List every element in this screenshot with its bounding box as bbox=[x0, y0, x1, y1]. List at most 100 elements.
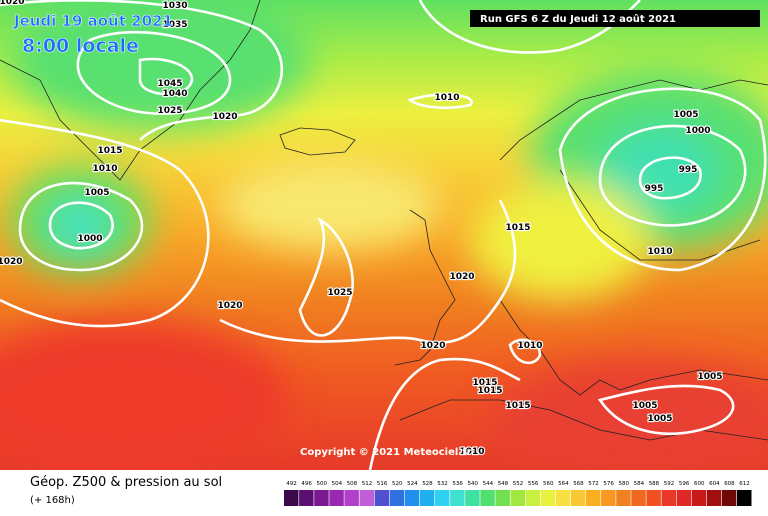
colorbar-label: 564 bbox=[558, 481, 569, 487]
isobar-label: 1035 bbox=[162, 20, 187, 30]
colorbar-label: 572 bbox=[588, 481, 599, 487]
run-info: Run GFS 6 Z du Jeudi 12 août 2021 bbox=[480, 13, 676, 25]
colorbar-swatch bbox=[555, 490, 571, 506]
colorbar-label: 596 bbox=[679, 481, 690, 487]
colorbar-swatch bbox=[706, 490, 722, 506]
isobar-label: 1005 bbox=[632, 401, 657, 411]
isobar-label: 995 bbox=[679, 165, 698, 175]
isobar-label: 1025 bbox=[327, 288, 352, 298]
colorbar-label: 532 bbox=[437, 481, 448, 487]
isobar-label: 1030 bbox=[162, 1, 187, 11]
colorbar-label: 504 bbox=[332, 481, 343, 487]
colorbar-label: 508 bbox=[347, 481, 358, 487]
colorbar-swatch bbox=[435, 490, 450, 506]
isobar-label: 1020 bbox=[0, 0, 25, 7]
colorbar-swatch bbox=[314, 490, 329, 506]
isobar-label: 1020 bbox=[217, 301, 242, 311]
isobar-label: 1015 bbox=[97, 146, 122, 156]
colorbar-label: 528 bbox=[422, 481, 433, 487]
isobar-label: 995 bbox=[645, 184, 664, 194]
colorbar-swatch bbox=[344, 490, 359, 506]
colorbar-label: 604 bbox=[709, 481, 720, 487]
colorbar-swatch bbox=[631, 490, 646, 506]
colorbar-label: 560 bbox=[543, 481, 554, 487]
isobar-label: 1000 bbox=[685, 126, 710, 136]
colorbar-label: 500 bbox=[317, 481, 328, 487]
colorbar-swatch bbox=[691, 490, 707, 506]
colorbar-label: 584 bbox=[634, 481, 645, 487]
geopotential-field bbox=[0, 0, 768, 480]
isobar-label: 1005 bbox=[84, 188, 109, 198]
colorbar-label: 556 bbox=[528, 481, 539, 487]
isobar-label: 1010 bbox=[647, 247, 672, 257]
colorbar-label: 612 bbox=[739, 481, 750, 487]
colorbar-swatch bbox=[419, 490, 435, 506]
isobar-label: 1015 bbox=[505, 223, 530, 233]
colorbar-swatch bbox=[540, 490, 556, 506]
colorbar-label: 516 bbox=[377, 481, 388, 487]
colorbar-label: 580 bbox=[619, 481, 630, 487]
header: Jeudi 19 août 2021 8:00 locale Run GFS 6… bbox=[13, 10, 760, 57]
colorbar-label: 524 bbox=[407, 481, 418, 487]
colorbar-swatch bbox=[510, 490, 525, 506]
colorbar-label: 576 bbox=[603, 481, 614, 487]
colorbar-label: 548 bbox=[498, 481, 509, 487]
colorbar-swatch bbox=[329, 490, 344, 506]
colorbar-label: 520 bbox=[392, 481, 403, 487]
isobar-label: 1025 bbox=[157, 106, 182, 116]
colorbar-swatch bbox=[721, 490, 737, 506]
isobar-label: 1020 bbox=[449, 272, 474, 282]
colorbar-swatch bbox=[284, 490, 299, 506]
colorbar-label: 536 bbox=[452, 481, 463, 487]
colorbar-swatch bbox=[404, 490, 420, 506]
colorbar-swatch bbox=[359, 490, 374, 506]
isobar-label: 1040 bbox=[162, 89, 187, 99]
colorbar-swatch bbox=[374, 490, 390, 506]
isobar-label: 1015 bbox=[472, 378, 497, 388]
colorbar-swatch bbox=[465, 490, 480, 506]
isobar-label: 1015 bbox=[505, 401, 530, 411]
colorbar-label: 540 bbox=[468, 481, 479, 487]
isobar-label: 1015 bbox=[477, 386, 502, 396]
colorbar-label: 568 bbox=[573, 481, 584, 487]
isobar-label: 1000 bbox=[77, 234, 102, 244]
footer-title: Géop. Z500 & pression au sol bbox=[30, 475, 222, 490]
isobar-label: 1010 bbox=[459, 447, 484, 457]
colorbar-swatch bbox=[480, 490, 495, 506]
isobar-label: 1010 bbox=[434, 93, 459, 103]
colorbar-swatch bbox=[525, 490, 541, 506]
colorbar-label: 544 bbox=[483, 481, 494, 487]
colorbar-swatch bbox=[661, 490, 676, 506]
colorbar-label: 588 bbox=[649, 481, 660, 487]
isobar-label: 1020 bbox=[0, 257, 23, 267]
colorbar-label: 492 bbox=[286, 481, 297, 487]
colorbar-swatch bbox=[450, 490, 465, 506]
colorbar-swatch bbox=[737, 490, 752, 506]
isobar-label: 1010 bbox=[517, 341, 542, 351]
colorbar-swatch bbox=[389, 490, 405, 506]
colorbar-label: 496 bbox=[301, 481, 312, 487]
coastlines bbox=[0, 0, 768, 441]
footer-lead: (+ 168h) bbox=[30, 495, 75, 506]
colorbar-swatch bbox=[495, 490, 510, 506]
isobar-label: 1010 bbox=[92, 164, 117, 174]
colorbar-swatch bbox=[676, 490, 692, 506]
colorbar-swatch bbox=[586, 490, 601, 506]
valid-date: Jeudi 19 août 2021 bbox=[13, 12, 173, 30]
colorbar-swatch bbox=[616, 490, 631, 506]
colorbar-label: 552 bbox=[513, 481, 524, 487]
colorbar: 492 496 500 504 508 512 516 520 524 528 532 536 540 5… bbox=[284, 481, 752, 506]
isobar-label: 1005 bbox=[697, 372, 722, 382]
isobar-label: 1045 bbox=[157, 79, 182, 89]
copyright: Copyright © 2021 Meteociel.fr bbox=[300, 447, 471, 458]
colorbar-swatch bbox=[601, 490, 616, 506]
colorbar-swatch bbox=[646, 490, 661, 506]
run-banner bbox=[470, 10, 760, 27]
colorbar-swatch bbox=[299, 490, 314, 506]
local-time: 8:00 locale bbox=[22, 35, 139, 57]
colorbar-label: 608 bbox=[724, 481, 735, 487]
colorbar-label: 592 bbox=[664, 481, 675, 487]
